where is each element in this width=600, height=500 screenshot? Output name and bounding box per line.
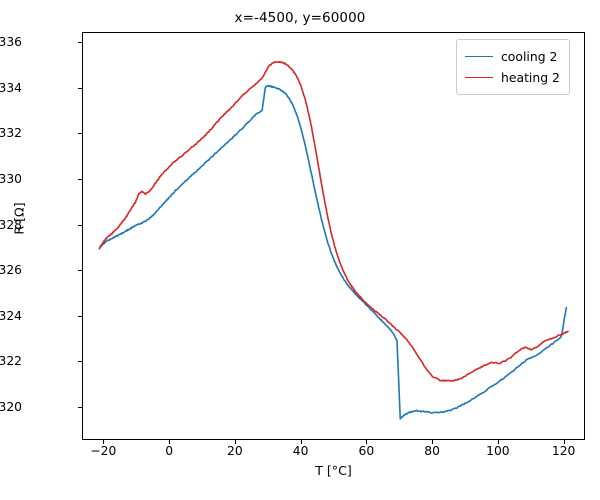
series-line-heating-2 bbox=[98, 60, 569, 382]
y-tick-label: 0.320 bbox=[0, 399, 22, 414]
y-tick-mark bbox=[78, 179, 82, 181]
y-tick-label: 0.326 bbox=[0, 263, 22, 278]
legend-label: cooling 2 bbox=[501, 49, 558, 64]
data-lines bbox=[98, 60, 569, 420]
y-tick-mark bbox=[78, 270, 82, 272]
y-tick-label: 0.336 bbox=[0, 35, 22, 50]
legend-item[interactable]: cooling 2 bbox=[465, 46, 560, 67]
x-tick-mark bbox=[234, 440, 236, 444]
chart-title: x=-4500, y=60000 bbox=[234, 10, 366, 26]
y-tick-mark bbox=[78, 224, 82, 226]
x-tick-label: 20 bbox=[227, 444, 243, 458]
y-tick-mark bbox=[78, 406, 82, 408]
x-axis-label: T [°C] bbox=[315, 463, 352, 478]
x-tick-mark bbox=[497, 440, 499, 444]
x-tick-label: 120 bbox=[551, 444, 576, 458]
x-tick-label: 80 bbox=[424, 444, 440, 458]
plot-area bbox=[82, 32, 585, 440]
y-tick-label: 0.322 bbox=[0, 354, 22, 369]
y-tick-label: 0.332 bbox=[0, 126, 22, 141]
x-tick-label: −20 bbox=[90, 444, 117, 458]
chart-legend: cooling 2 heating 2 bbox=[456, 39, 570, 95]
legend-label: heating 2 bbox=[501, 70, 560, 85]
legend-color-swatch bbox=[465, 56, 493, 57]
x-tick-label: 60 bbox=[358, 444, 375, 458]
y-tick-mark bbox=[78, 315, 82, 317]
x-tick-label: 0 bbox=[165, 444, 174, 458]
x-tick-mark bbox=[300, 440, 302, 444]
x-tick-mark bbox=[169, 440, 171, 444]
x-tick-mark bbox=[432, 440, 434, 444]
y-tick-label: 0.334 bbox=[0, 80, 22, 95]
series-line-cooling-2 bbox=[98, 84, 568, 420]
y-tick-mark bbox=[78, 133, 82, 135]
legend-item[interactable]: heating 2 bbox=[465, 67, 560, 88]
y-tick-label: 0.330 bbox=[0, 172, 22, 187]
x-tick-mark bbox=[366, 440, 368, 444]
y-tick-mark bbox=[78, 361, 82, 363]
x-tick-label: 40 bbox=[292, 444, 309, 458]
x-tick-mark bbox=[103, 440, 105, 444]
y-tick-label: 0.328 bbox=[0, 217, 22, 232]
x-tick-mark bbox=[563, 440, 565, 444]
y-tick-mark bbox=[78, 87, 82, 89]
legend-color-swatch bbox=[465, 77, 493, 78]
x-tick-label: 100 bbox=[486, 444, 510, 458]
y-tick-mark bbox=[78, 42, 82, 44]
y-axis-label: R [Ω] bbox=[11, 202, 27, 235]
y-tick-label: 0.324 bbox=[0, 308, 22, 323]
